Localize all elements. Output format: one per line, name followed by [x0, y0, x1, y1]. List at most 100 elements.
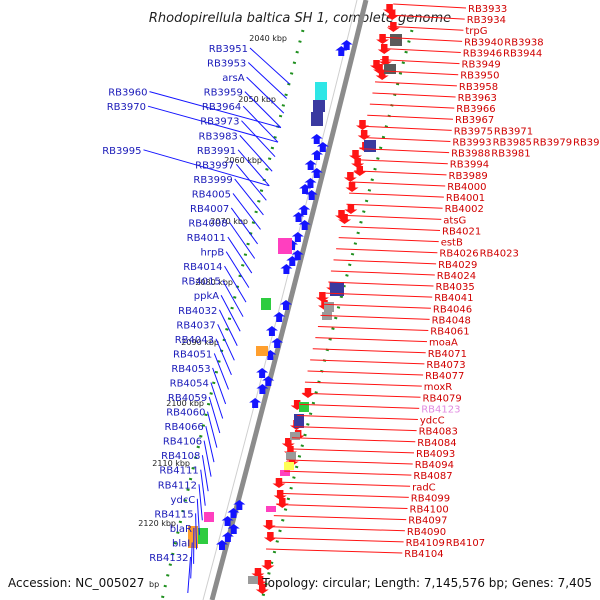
right-gene-label: RB4084: [417, 438, 456, 449]
right-gene-label: RB3985: [493, 137, 532, 148]
reverse-gene-arrow: [273, 490, 287, 500]
forward-gene-arrow: [216, 540, 228, 550]
left-label-leader: [195, 513, 198, 550]
gene-block: [284, 462, 294, 470]
left-gene-label: RB3997: [195, 160, 234, 171]
right-gene-label: RB3975: [454, 126, 493, 137]
right-gene-label: RB4100: [410, 505, 449, 516]
forward-gene-arrow: [249, 398, 262, 408]
right-label-leader: [341, 225, 441, 231]
left-label-leader: [247, 62, 288, 99]
right-gene-label: RB3933: [468, 4, 507, 15]
gene-block: [286, 452, 296, 460]
forward-gene-arrow: [304, 160, 317, 170]
right-label-leader: [382, 47, 461, 53]
right-label-leader: [336, 248, 438, 254]
genome-stats: Topology: circular; Length: 7,145,576 bp…: [261, 576, 592, 590]
right-gene-label: RB4029: [438, 260, 477, 271]
forward-gene-arrow: [298, 220, 311, 230]
scale-tick-label: 2080 kbp: [195, 278, 233, 287]
reverse-gene-arrow: [357, 130, 371, 140]
forward-gene-arrow: [227, 508, 240, 518]
left-label-leader: [208, 396, 221, 434]
reverse-gene-arrow: [351, 158, 365, 168]
right-gene-label: RB4079: [423, 393, 462, 404]
forward-gene-arrow: [256, 368, 269, 378]
left-label-leader: [242, 105, 279, 143]
right-label-leader: [362, 136, 451, 142]
right-gene-label: RB4094: [415, 460, 454, 471]
left-gene-label: arsA: [222, 73, 244, 84]
scale-tick-label: 2070 kbp: [210, 217, 248, 226]
right-label-leader: [315, 337, 428, 343]
right-label-leader: [325, 292, 433, 298]
gene-block: [313, 100, 325, 112]
left-gene-label: RB4115: [154, 509, 193, 520]
left-gene-label: RB3959: [204, 88, 243, 99]
left-label-leader: [230, 207, 259, 245]
left-label-leader: [210, 382, 224, 419]
left-gene-label: RB4053: [171, 364, 210, 375]
right-label-leader: [364, 125, 452, 131]
left-label-leader: [187, 556, 191, 594]
left-label-leader: [227, 236, 253, 274]
forward-gene-arrow: [280, 300, 292, 310]
right-label-leader: [333, 259, 437, 265]
right-label-leader: [312, 348, 426, 354]
left-label-leader: [246, 76, 285, 114]
right-label-leader: [281, 481, 411, 487]
right-label-leader: [346, 203, 443, 209]
right-gene-label: RB3950: [460, 71, 499, 82]
right-gene-label: RB3940: [464, 37, 503, 48]
left-gene-label: RB4108: [161, 451, 200, 462]
forward-gene-arrow: [304, 178, 317, 188]
left-gene-label: blaI: [172, 538, 190, 549]
left-gene-label: RB4014: [183, 262, 222, 273]
right-gene-label: RB4071: [428, 349, 467, 360]
left-label-leader: [249, 47, 290, 85]
right-label-leader: [349, 192, 444, 198]
left-label-leader: [220, 294, 241, 332]
right-gene-label: RB4099: [411, 493, 450, 504]
gene-block: [256, 346, 268, 356]
scale-tick-label: 2040 kbp: [249, 34, 287, 43]
right-gene-label: RB4041: [434, 293, 473, 304]
right-gene-label: trpG: [465, 26, 487, 37]
left-label-leader: [241, 120, 276, 158]
right-label-leader: [317, 326, 429, 332]
right-label-leader: [385, 36, 463, 42]
right-gene-label: RB4048: [432, 315, 471, 326]
right-label-leader: [302, 392, 421, 398]
left-label-leader: [237, 149, 270, 187]
forward-gene-arrow: [299, 184, 312, 194]
left-label-leader: [213, 353, 229, 390]
right-label-leader: [268, 537, 404, 543]
right-gene-label: ydcC: [420, 416, 445, 427]
right-gene-label: RB4107: [446, 538, 485, 549]
gene-block: [290, 432, 300, 440]
left-gene-label: RB3951: [209, 44, 248, 55]
right-gene-label: RB4083: [419, 427, 458, 438]
gene-block: [294, 414, 304, 428]
right-gene-label: RB4026: [439, 249, 478, 260]
right-label-leader: [351, 181, 446, 187]
right-label-leader: [393, 3, 467, 9]
forward-gene-arrow: [340, 40, 353, 50]
right-gene-label: RB3963: [458, 93, 497, 104]
reverse-gene-arrow: [344, 204, 358, 214]
right-label-leader: [356, 159, 448, 165]
gene-block: [280, 470, 290, 476]
right-gene-label: RB4090: [407, 527, 446, 538]
left-gene-label: RB3964: [202, 102, 241, 113]
gene-block: [315, 82, 327, 100]
right-gene-label: RB3934: [467, 15, 506, 26]
right-gene-label: RB3967: [455, 115, 494, 126]
forward-gene-arrow: [298, 205, 311, 215]
forward-gene-arrow: [335, 46, 348, 56]
forward-gene-arrow: [292, 212, 305, 222]
left-gene-label: ydcC: [171, 495, 196, 506]
left-gene-label: RB4005: [192, 189, 231, 200]
right-gene-label: RB4104: [404, 549, 443, 560]
reverse-gene-arrow: [275, 498, 289, 508]
left-gene-label: hrpB: [201, 248, 225, 259]
